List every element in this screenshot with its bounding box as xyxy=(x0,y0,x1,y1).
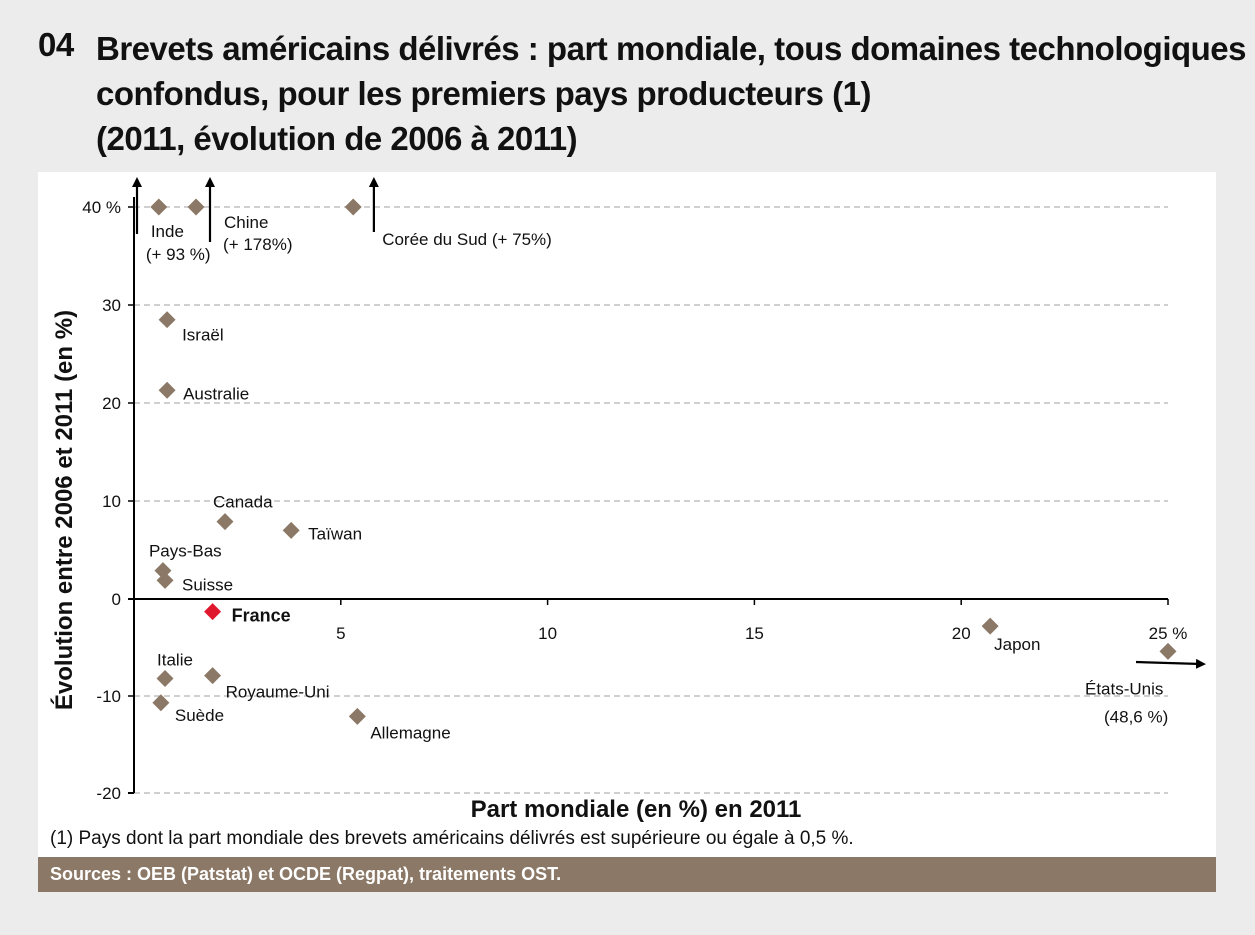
point-pays-bas xyxy=(154,562,172,580)
point-chine xyxy=(187,198,205,216)
title-line-1: Brevets américains délivrés : part mondi… xyxy=(96,30,1247,67)
point-france xyxy=(204,603,222,621)
x-tick-label: 20 xyxy=(952,624,971,643)
label-france: France xyxy=(232,606,291,626)
point-royaume-uni xyxy=(204,667,222,685)
label-royaume-uni: Royaume-Uni xyxy=(226,683,330,702)
note-chine: (+ 178%) xyxy=(223,235,292,254)
figure-number: 04 xyxy=(38,26,74,63)
label-taiwan: Taïwan xyxy=(308,524,362,543)
x-tick-label: 25 % xyxy=(1149,624,1188,643)
off-scale-arrow xyxy=(1135,658,1206,669)
label-suede: Suède xyxy=(175,706,224,725)
y-tick-label: 30 xyxy=(102,296,121,315)
point-coree-du-sud xyxy=(344,198,362,216)
note-etats-unis: (48,6 %) xyxy=(1104,707,1168,726)
footnote: (1) Pays dont la part mondiale des breve… xyxy=(50,828,854,849)
point-suisse xyxy=(156,571,174,589)
point-israel xyxy=(158,311,176,329)
point-allemagne xyxy=(348,707,366,725)
y-tick-label: 0 xyxy=(112,590,121,609)
point-taiwan xyxy=(282,521,300,539)
sources-bar: Sources : OEB (Patstat) et OCDE (Regpat)… xyxy=(38,857,1216,892)
label-pays-bas: Pays-Bas xyxy=(149,542,222,561)
x-tick-label: 5 xyxy=(336,624,345,643)
label-allemagne: Allemagne xyxy=(370,723,450,742)
label-italie: Italie xyxy=(157,651,193,670)
note-inde: (+ 93 %) xyxy=(146,245,211,264)
scatter-chart: 40 % 30 20 10 0 -10 -20 5 10 15 20 25 % Part mondial… xyxy=(50,177,1206,822)
label-chine: Chine xyxy=(224,213,268,232)
y-tick-label: -20 xyxy=(96,784,121,803)
label-coree-du-sud: Corée du Sud (+ 75%) xyxy=(382,230,552,249)
label-inde: Inde xyxy=(151,222,184,241)
point-inde xyxy=(150,198,168,216)
y-tick-label: 10 xyxy=(102,492,121,511)
y-tick-label: 20 xyxy=(102,394,121,413)
x-axis-title: Part mondiale (en %) en 2011 xyxy=(471,796,802,822)
point-japon xyxy=(981,617,999,635)
label-australie: Australie xyxy=(183,384,249,403)
x-tick-label: 15 xyxy=(745,624,764,643)
y-tick-label: 40 % xyxy=(82,198,121,217)
label-etats-unis: États-Unis xyxy=(1085,679,1163,698)
point-suede xyxy=(152,694,170,712)
label-japon: Japon xyxy=(994,635,1040,654)
point-canada xyxy=(216,513,234,531)
point-etats-unis xyxy=(1159,642,1177,660)
label-israel: Israël xyxy=(182,326,224,345)
title-line-3: (2011, évolution de 2006 à 2011) xyxy=(96,120,578,157)
y-axis-title: Évolution entre 2006 et 2011 (en %) xyxy=(50,310,78,710)
point-australie xyxy=(158,381,176,399)
label-canada: Canada xyxy=(213,493,273,512)
x-tick-label: 10 xyxy=(538,624,557,643)
point-italie xyxy=(156,670,174,688)
y-tick-label: -10 xyxy=(96,687,121,706)
chart-title: Brevets américains délivrés : part mondi… xyxy=(96,26,1247,161)
label-suisse: Suisse xyxy=(182,575,233,594)
chart-panel: 40 % 30 20 10 0 -10 -20 5 10 15 20 25 % Part mondial… xyxy=(38,172,1216,858)
title-line-2: confondus, pour les premiers pays produc… xyxy=(96,75,872,112)
